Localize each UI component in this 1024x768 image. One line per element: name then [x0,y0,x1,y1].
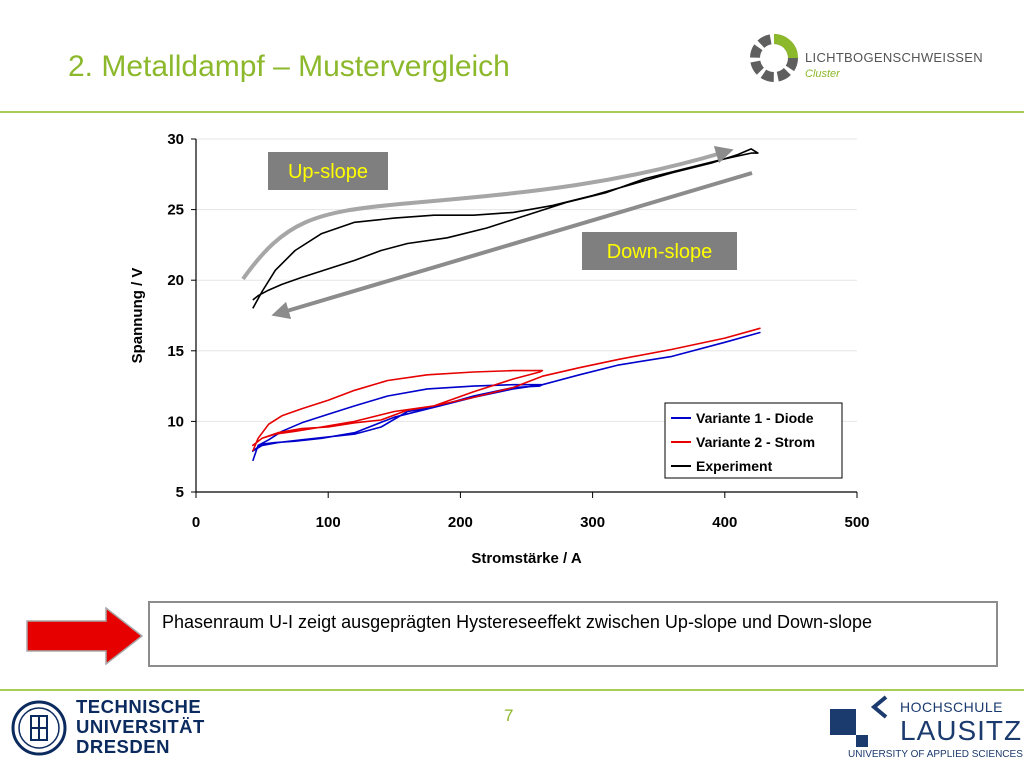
legend: Variante 1 - Diode Variante 2 - Strom Expe… [664,402,843,479]
y-tick-label-30: 30 [167,131,184,148]
y-tick-label-15: 15 [167,343,184,360]
header-rule [0,111,1024,113]
tud-logo: TECHNISCHE UNIVERSITÄT DRESDEN [10,696,220,760]
x-tick-label-300: 300 [580,514,605,531]
hsl-line-2: LAUSITZ [900,715,1023,746]
hsl-line-3: UNIVERSITY OF APPLIED SCIENCES [848,749,1023,760]
hsl-logo: HOCHSCHULE LAUSITZ UNIVERSITY OF APPLIED… [828,693,1024,765]
x-tick-label-500: 500 [844,514,869,531]
legend-label-3: Experiment [696,458,773,474]
annotation-box-2 [582,232,737,270]
x-tick-label-200: 200 [448,514,473,531]
x-axis-label: Stromstärke / A [471,550,581,567]
legend-box [664,402,843,479]
series-line-3 [252,148,759,309]
hsl-emblem-icon [830,695,888,747]
tud-wordmark: TECHNISCHE UNIVERSITÄT DRESDEN [76,697,205,757]
tud-line-1: TECHNISCHE [76,696,202,717]
series-line-2 [252,327,761,452]
cluster-name: LICHTBOGENSCHWEISSEN [805,50,983,65]
cluster-subtitle: Cluster [805,68,840,80]
y-tick-label-5: 5 [176,484,184,501]
cluster-ring-icon [750,34,798,82]
tud-seal-icon [11,700,67,756]
annotation-box-1 [268,152,388,190]
series-line-1 [252,331,761,462]
y-tick-label-20: 20 [167,272,184,289]
y-tick-label-10: 10 [167,413,184,430]
annotation-label-1: Up-slope [288,161,368,183]
legend-label-2: Variante 2 - Strom [696,434,815,450]
y-tick-label-25: 25 [167,202,184,219]
series-layer [252,148,761,462]
footer-rule [0,689,1024,691]
hsl-line-1: HOCHSCHULE [900,699,1004,715]
slide-title: 2. Metalldampf – Mustervergleich [68,50,510,83]
x-tick-label-0: 0 [192,514,200,531]
red-arrow-icon [26,607,144,665]
x-tick-label-100: 100 [316,514,341,531]
cluster-logo: LICHTBOGENSCHWEISSEN Cluster [748,30,1018,86]
tud-line-3: DRESDEN [76,736,170,757]
annotation-layer: Up-slope Down-slope [241,145,753,320]
x-tick-label-400: 400 [712,514,737,531]
page-number: 7 [504,706,514,725]
tud-line-2: UNIVERSITÄT [76,716,205,737]
legend-label-1: Variante 1 - Diode [696,410,814,426]
y-axis-label: Spannung / V [129,268,146,364]
down-slope-arrow [271,171,753,320]
up-slope-arrow [241,145,734,281]
annotation-label-2: Down-slope [607,241,713,263]
note-box: Phasenraum U-I zeigt ausgeprägten Hyster… [148,601,998,667]
